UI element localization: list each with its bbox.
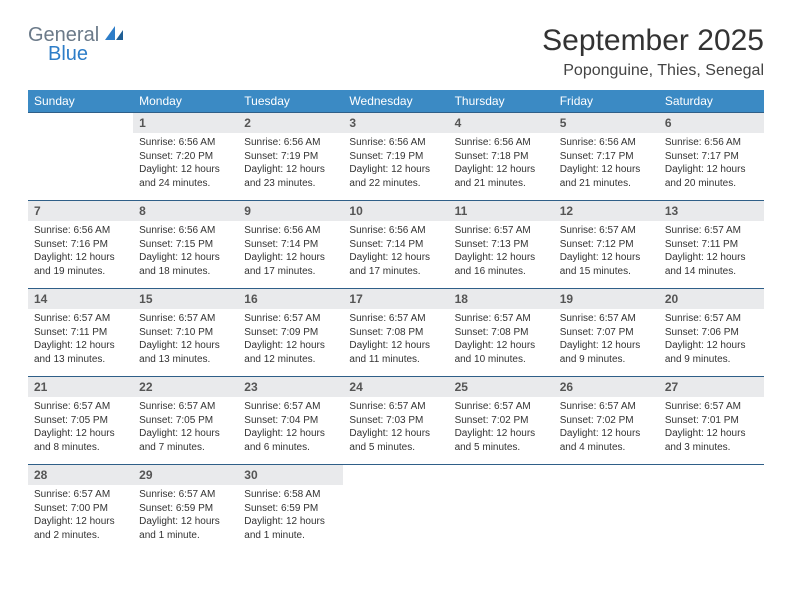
day-info-cell [659, 485, 764, 552]
day-info-cell: Sunrise: 6:57 AMSunset: 7:02 PMDaylight:… [449, 397, 554, 465]
day-info-row: Sunrise: 6:57 AMSunset: 7:00 PMDaylight:… [28, 485, 764, 552]
day-info-cell: Sunrise: 6:57 AMSunset: 7:03 PMDaylight:… [343, 397, 448, 465]
title-block: September 2025 Poponguine, Thies, Senega… [542, 24, 764, 80]
day-info-cell: Sunrise: 6:56 AMSunset: 7:18 PMDaylight:… [449, 133, 554, 201]
brand-logo: General Blue [28, 24, 125, 64]
day-info-cell: Sunrise: 6:56 AMSunset: 7:14 PMDaylight:… [238, 221, 343, 289]
day-info-cell: Sunrise: 6:57 AMSunset: 7:13 PMDaylight:… [449, 221, 554, 289]
day-number-cell: 11 [449, 201, 554, 222]
day-info-cell: Sunrise: 6:57 AMSunset: 7:08 PMDaylight:… [449, 309, 554, 377]
day-number-cell: 9 [238, 201, 343, 222]
day-number-cell: 7 [28, 201, 133, 222]
day-number-cell: 24 [343, 377, 448, 398]
weekday-header: Monday [133, 90, 238, 113]
day-number-cell: 23 [238, 377, 343, 398]
day-info-cell: Sunrise: 6:57 AMSunset: 7:04 PMDaylight:… [238, 397, 343, 465]
day-info-cell [554, 485, 659, 552]
day-info-row: Sunrise: 6:56 AMSunset: 7:20 PMDaylight:… [28, 133, 764, 201]
day-number-cell [28, 113, 133, 134]
day-number-cell: 6 [659, 113, 764, 134]
day-info-cell: Sunrise: 6:57 AMSunset: 7:01 PMDaylight:… [659, 397, 764, 465]
day-info-cell: Sunrise: 6:57 AMSunset: 6:59 PMDaylight:… [133, 485, 238, 552]
weekday-header: Saturday [659, 90, 764, 113]
day-info-cell: Sunrise: 6:56 AMSunset: 7:15 PMDaylight:… [133, 221, 238, 289]
day-info-cell: Sunrise: 6:57 AMSunset: 7:05 PMDaylight:… [28, 397, 133, 465]
weekday-header: Friday [554, 90, 659, 113]
day-number-cell [343, 465, 448, 486]
day-info-cell: Sunrise: 6:57 AMSunset: 7:05 PMDaylight:… [133, 397, 238, 465]
day-number-cell: 5 [554, 113, 659, 134]
day-number-cell: 30 [238, 465, 343, 486]
day-number-cell: 26 [554, 377, 659, 398]
day-number-row: 78910111213 [28, 201, 764, 222]
day-info-cell: Sunrise: 6:57 AMSunset: 7:11 PMDaylight:… [28, 309, 133, 377]
day-info-cell: Sunrise: 6:56 AMSunset: 7:20 PMDaylight:… [133, 133, 238, 201]
day-info-row: Sunrise: 6:57 AMSunset: 7:11 PMDaylight:… [28, 309, 764, 377]
day-number-cell [554, 465, 659, 486]
weekday-header: Thursday [449, 90, 554, 113]
day-number-cell: 19 [554, 289, 659, 310]
day-number-cell: 15 [133, 289, 238, 310]
day-number-row: 282930 [28, 465, 764, 486]
day-number-cell: 27 [659, 377, 764, 398]
day-number-cell [449, 465, 554, 486]
day-number-row: 123456 [28, 113, 764, 134]
day-number-cell: 10 [343, 201, 448, 222]
day-number-cell: 16 [238, 289, 343, 310]
weekday-header: Wednesday [343, 90, 448, 113]
day-info-row: Sunrise: 6:57 AMSunset: 7:05 PMDaylight:… [28, 397, 764, 465]
location: Poponguine, Thies, Senegal [542, 62, 764, 80]
day-number-row: 14151617181920 [28, 289, 764, 310]
day-info-cell [449, 485, 554, 552]
day-info-cell: Sunrise: 6:57 AMSunset: 7:00 PMDaylight:… [28, 485, 133, 552]
brand-bottom-text: Blue [28, 44, 125, 64]
day-info-cell: Sunrise: 6:56 AMSunset: 7:16 PMDaylight:… [28, 221, 133, 289]
day-number-cell: 8 [133, 201, 238, 222]
day-info-cell: Sunrise: 6:57 AMSunset: 7:12 PMDaylight:… [554, 221, 659, 289]
weekday-header: Sunday [28, 90, 133, 113]
day-number-row: 21222324252627 [28, 377, 764, 398]
day-info-cell: Sunrise: 6:57 AMSunset: 7:11 PMDaylight:… [659, 221, 764, 289]
day-info-row: Sunrise: 6:56 AMSunset: 7:16 PMDaylight:… [28, 221, 764, 289]
day-info-cell: Sunrise: 6:56 AMSunset: 7:17 PMDaylight:… [554, 133, 659, 201]
day-info-cell: Sunrise: 6:56 AMSunset: 7:14 PMDaylight:… [343, 221, 448, 289]
day-info-cell: Sunrise: 6:57 AMSunset: 7:02 PMDaylight:… [554, 397, 659, 465]
day-number-cell: 29 [133, 465, 238, 486]
day-number-cell: 3 [343, 113, 448, 134]
day-info-cell: Sunrise: 6:57 AMSunset: 7:08 PMDaylight:… [343, 309, 448, 377]
day-number-cell [659, 465, 764, 486]
day-number-cell: 17 [343, 289, 448, 310]
sail-icon [103, 24, 125, 46]
day-number-cell: 4 [449, 113, 554, 134]
calendar-table: Sunday Monday Tuesday Wednesday Thursday… [28, 90, 764, 552]
day-info-cell: Sunrise: 6:56 AMSunset: 7:19 PMDaylight:… [343, 133, 448, 201]
month-title: September 2025 [542, 24, 764, 58]
day-info-cell: Sunrise: 6:56 AMSunset: 7:19 PMDaylight:… [238, 133, 343, 201]
day-info-cell [343, 485, 448, 552]
day-info-cell: Sunrise: 6:57 AMSunset: 7:09 PMDaylight:… [238, 309, 343, 377]
brand-top-text: General [28, 25, 99, 45]
day-number-cell: 28 [28, 465, 133, 486]
day-number-cell: 14 [28, 289, 133, 310]
day-number-cell: 18 [449, 289, 554, 310]
header: General Blue September 2025 Poponguine, … [28, 24, 764, 80]
day-number-cell: 21 [28, 377, 133, 398]
weekday-header: Tuesday [238, 90, 343, 113]
day-info-cell: Sunrise: 6:58 AMSunset: 6:59 PMDaylight:… [238, 485, 343, 552]
day-info-cell [28, 133, 133, 201]
day-number-cell: 1 [133, 113, 238, 134]
day-info-cell: Sunrise: 6:57 AMSunset: 7:10 PMDaylight:… [133, 309, 238, 377]
weekday-header-row: Sunday Monday Tuesday Wednesday Thursday… [28, 90, 764, 113]
day-info-cell: Sunrise: 6:57 AMSunset: 7:07 PMDaylight:… [554, 309, 659, 377]
day-number-cell: 20 [659, 289, 764, 310]
day-number-cell: 25 [449, 377, 554, 398]
day-info-cell: Sunrise: 6:57 AMSunset: 7:06 PMDaylight:… [659, 309, 764, 377]
day-number-cell: 22 [133, 377, 238, 398]
calendar-body: 123456Sunrise: 6:56 AMSunset: 7:20 PMDay… [28, 113, 764, 553]
day-number-cell: 12 [554, 201, 659, 222]
calendar-page: General Blue September 2025 Poponguine, … [0, 0, 792, 576]
day-info-cell: Sunrise: 6:56 AMSunset: 7:17 PMDaylight:… [659, 133, 764, 201]
day-number-cell: 13 [659, 201, 764, 222]
day-number-cell: 2 [238, 113, 343, 134]
